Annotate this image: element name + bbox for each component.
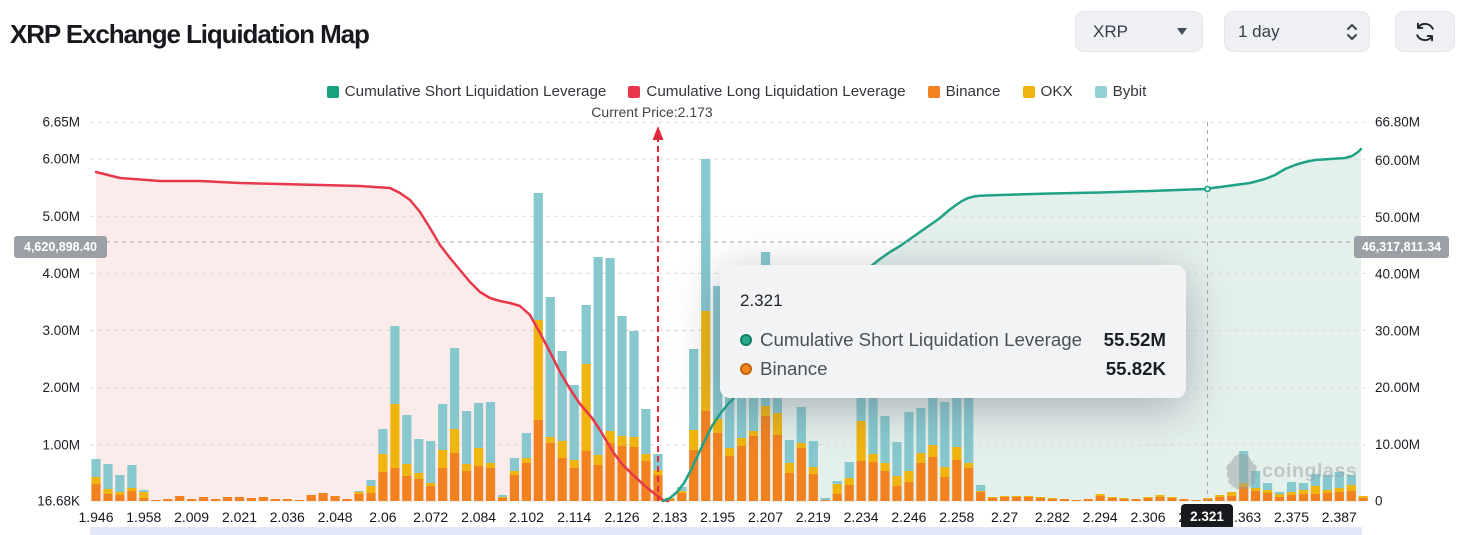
- svg-text:0: 0: [1375, 494, 1383, 509]
- svg-text:2.219: 2.219: [796, 509, 831, 525]
- svg-text:2.00M: 2.00M: [42, 380, 80, 395]
- svg-text:50.00M: 50.00M: [1375, 210, 1420, 225]
- svg-text:coinglass: coinglass: [1262, 460, 1357, 482]
- svg-text:2.126: 2.126: [604, 509, 639, 525]
- svg-text:2.102: 2.102: [509, 509, 544, 525]
- svg-text:6.00M: 6.00M: [42, 152, 80, 167]
- svg-text:4.00M: 4.00M: [42, 266, 80, 281]
- svg-text:2.084: 2.084: [461, 509, 496, 525]
- svg-text:60.00M: 60.00M: [1375, 153, 1420, 168]
- svg-text:16.68K: 16.68K: [37, 494, 80, 509]
- svg-text:40.00M: 40.00M: [1375, 267, 1420, 282]
- svg-text:2.294: 2.294: [1083, 509, 1118, 525]
- svg-text:2.234: 2.234: [844, 509, 879, 525]
- svg-text:2.195: 2.195: [700, 509, 735, 525]
- svg-text:5.00M: 5.00M: [42, 209, 80, 224]
- svg-text:2.021: 2.021: [222, 509, 257, 525]
- svg-text:2.207: 2.207: [748, 509, 783, 525]
- svg-text:2.375: 2.375: [1274, 509, 1309, 525]
- svg-text:2.363: 2.363: [1226, 509, 1261, 525]
- svg-text:2.282: 2.282: [1035, 509, 1070, 525]
- svg-text:1.958: 1.958: [126, 509, 161, 525]
- svg-text:20.00M: 20.00M: [1375, 380, 1420, 395]
- svg-text:2.27: 2.27: [991, 509, 1018, 525]
- svg-text:6.65M: 6.65M: [42, 115, 80, 130]
- svg-text:1.946: 1.946: [78, 509, 113, 525]
- svg-text:2.06: 2.06: [369, 509, 396, 525]
- svg-text:2.048: 2.048: [318, 509, 353, 525]
- svg-text:66.80M: 66.80M: [1375, 115, 1420, 130]
- svg-text:3.00M: 3.00M: [42, 323, 80, 338]
- svg-text:10.00M: 10.00M: [1375, 437, 1420, 452]
- svg-text:2.036: 2.036: [270, 509, 305, 525]
- svg-text:2.009: 2.009: [174, 509, 209, 525]
- svg-text:2.258: 2.258: [939, 509, 974, 525]
- svg-text:2.072: 2.072: [413, 509, 448, 525]
- svg-text:2.387: 2.387: [1322, 509, 1357, 525]
- svg-text:2.246: 2.246: [891, 509, 926, 525]
- svg-text:2.114: 2.114: [557, 509, 591, 525]
- svg-text:1.00M: 1.00M: [42, 437, 80, 452]
- svg-text:2.306: 2.306: [1130, 509, 1165, 525]
- svg-text:30.00M: 30.00M: [1375, 323, 1420, 338]
- svg-text:2.183: 2.183: [652, 509, 687, 525]
